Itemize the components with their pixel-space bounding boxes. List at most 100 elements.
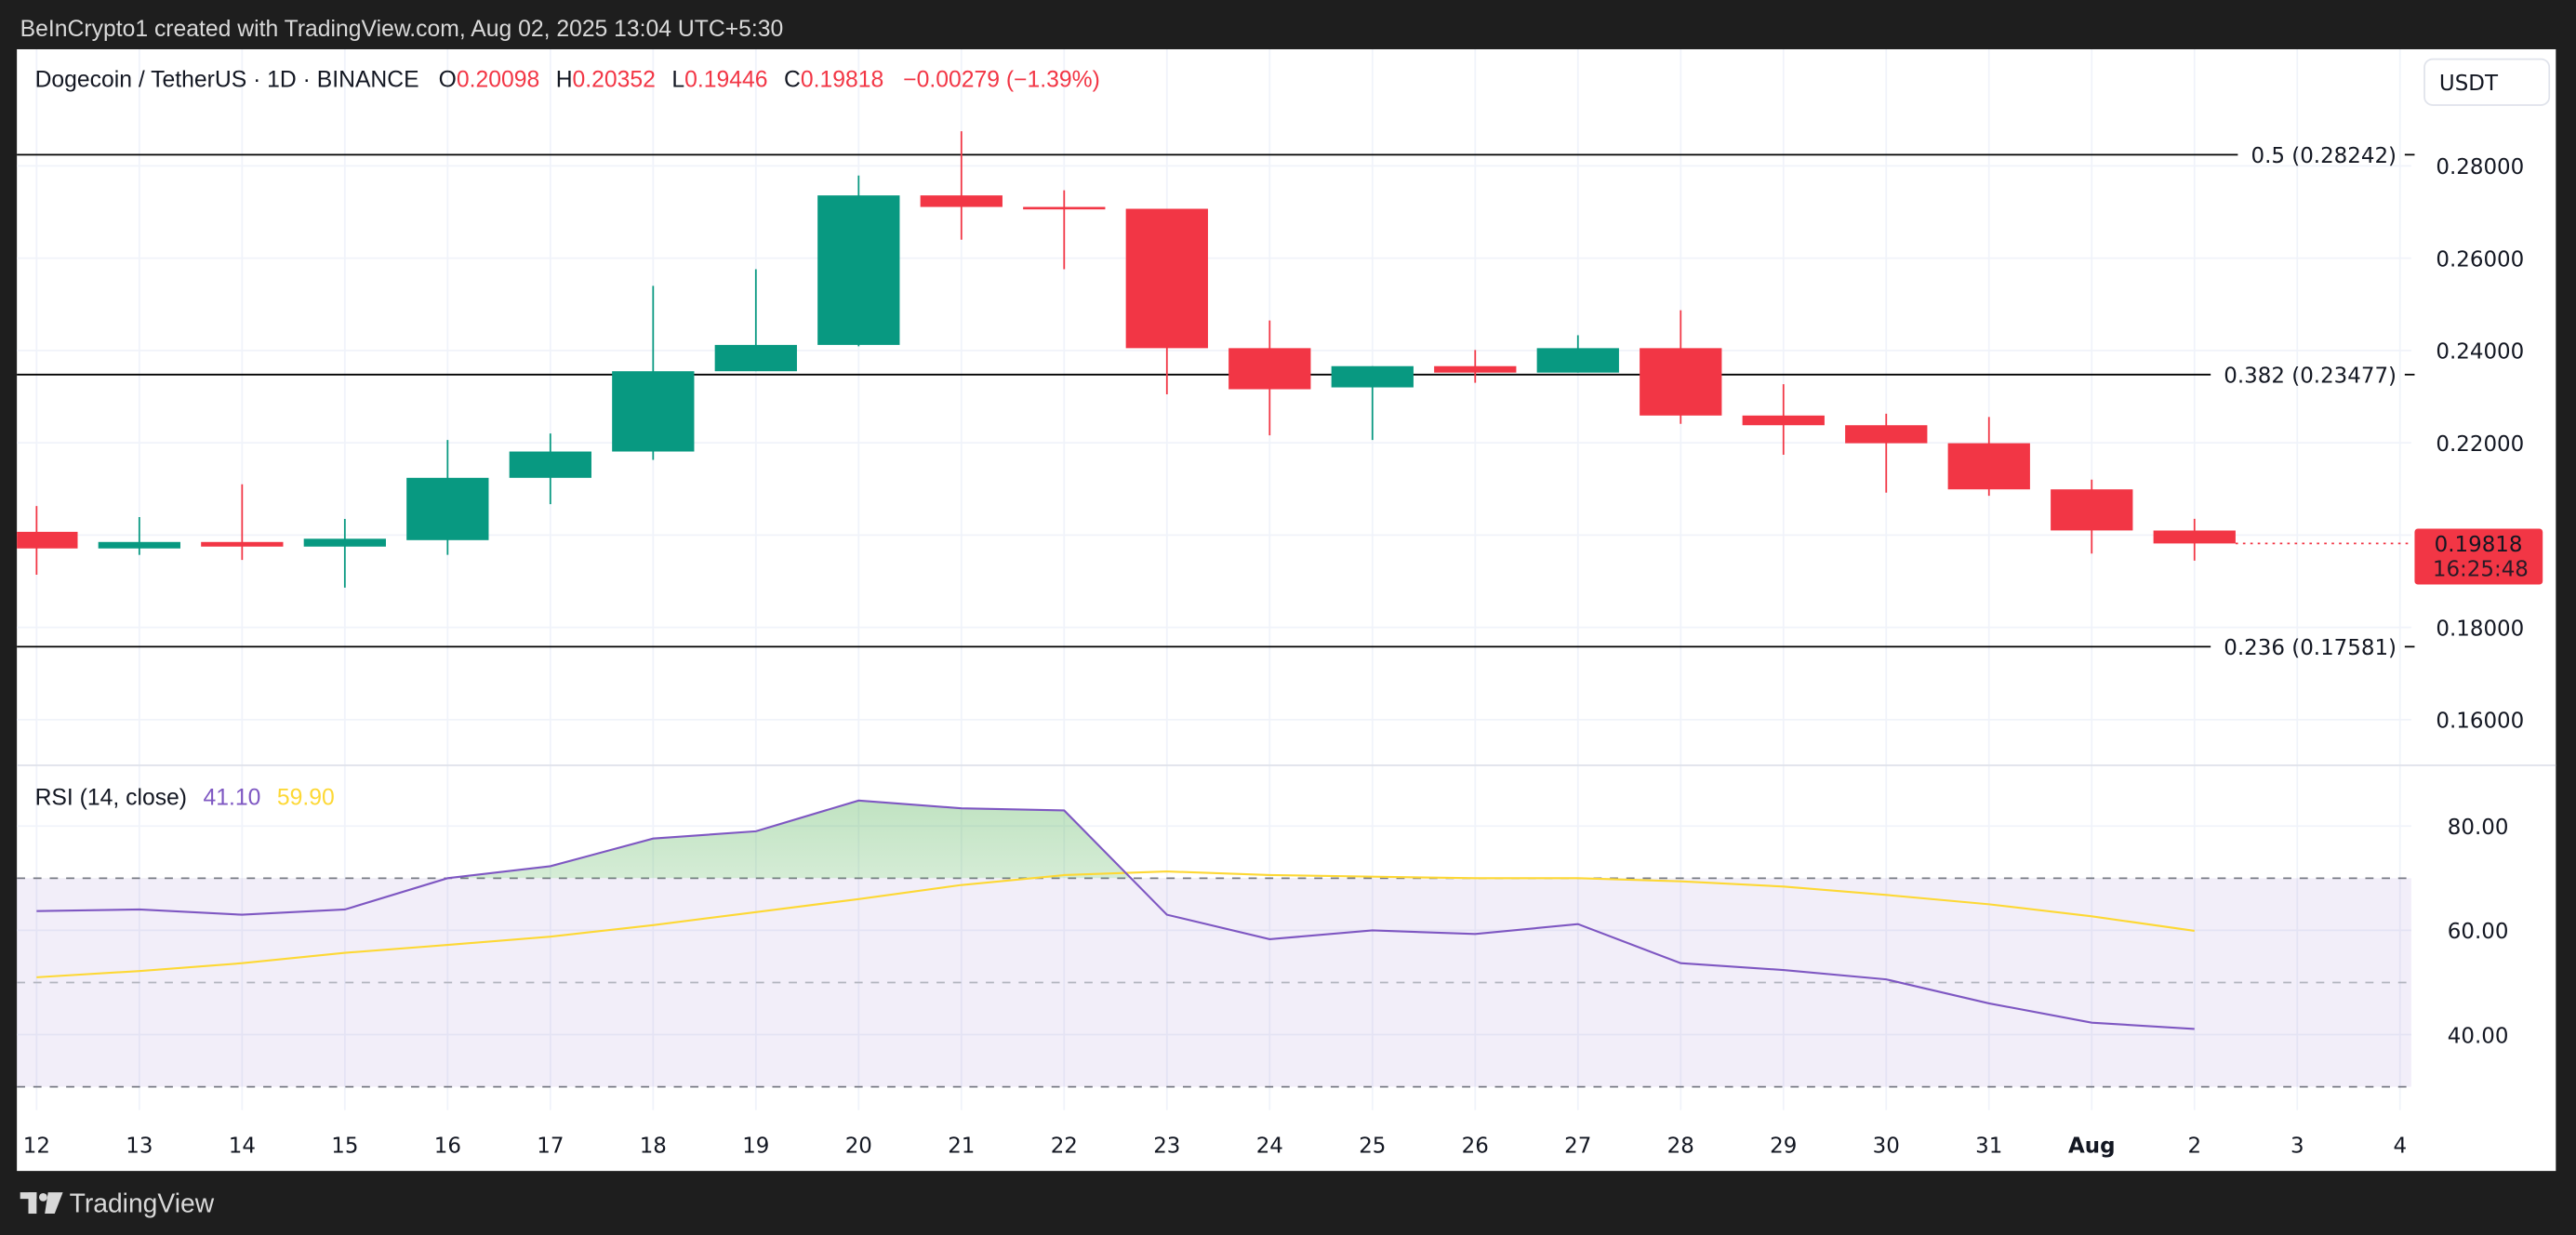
time-tick-label: 17 [537, 1135, 564, 1159]
tradingview-logo-icon [20, 1192, 63, 1215]
fib-retracement[interactable]: 0.5 (0.28242) 0.382 (0.23477) 0.236 (0.175… [17, 144, 2415, 660]
time-tick-label: 25 [1359, 1135, 1386, 1159]
candle-down [1228, 320, 1311, 436]
candle-up [714, 269, 797, 372]
candle-down [1640, 310, 1722, 424]
symbol-title[interactable]: Dogecoin / TetherUS · 1D · BINANCE [35, 68, 419, 93]
candle-up [1536, 335, 1619, 373]
time-axis[interactable]: 12 13 14 15 16 17 18 19 20 21 22 23 24 25 26 27 28 29 30 31… [23, 1135, 2407, 1159]
price-axis[interactable]: 0.28000 0.26000 0.24000 0.22000 0.18000 0.160… [2436, 155, 2524, 733]
time-tick-label: 28 [1667, 1135, 1694, 1159]
time-tick-label: 2 [2187, 1135, 2201, 1159]
candle-body [1742, 415, 1825, 426]
candle-body [1947, 443, 2030, 490]
low-value: 0.19446 [684, 68, 767, 93]
candle-body [1845, 425, 1928, 444]
rsi-title[interactable]: RSI (14, close) [35, 785, 187, 810]
open-label: O [439, 68, 457, 93]
time-tick-label: 16 [434, 1135, 461, 1159]
change-value: −0.00279 (−1.39%) [903, 68, 1100, 93]
price-tick-label: 0.22000 [2436, 432, 2524, 457]
candle-down [2153, 518, 2236, 561]
time-tick-label: 12 [23, 1135, 50, 1159]
last-price-label: 0.19818 16:25:48 [2414, 528, 2543, 585]
time-tick-label: 20 [845, 1135, 872, 1159]
candle-down [1434, 350, 1517, 383]
high-label: H [556, 68, 573, 93]
symbol-legend: Dogecoin / TetherUS · 1D · BINANCE O 0.20… [35, 68, 1100, 93]
time-tick-label: 31 [1975, 1135, 2002, 1159]
rsi-value: 41.10 [204, 785, 261, 810]
time-tick-label: 22 [1051, 1135, 1078, 1159]
rsi-tick-label: 80.00 [2448, 816, 2509, 840]
candle-body [1228, 348, 1311, 390]
candle-down [17, 506, 78, 576]
time-tick-label: 23 [1153, 1135, 1180, 1159]
time-tick-label: 21 [948, 1135, 975, 1159]
candle-body [1536, 348, 1619, 373]
candle-body [817, 195, 900, 345]
time-tick-label: 27 [1564, 1135, 1591, 1159]
candle-up [612, 286, 695, 460]
candle-up [817, 175, 900, 347]
candle-down [1742, 384, 1825, 456]
price-tick-label: 0.24000 [2436, 340, 2524, 365]
price-tick-label: 0.16000 [2436, 710, 2524, 734]
rsi-ma-value: 59.90 [277, 785, 335, 810]
tradingview-logo[interactable]: TradingView [20, 1188, 215, 1217]
time-tick-label: 3 [2291, 1135, 2304, 1159]
candle-body [201, 541, 284, 547]
candle-up [406, 440, 489, 555]
time-tick-label: 18 [640, 1135, 667, 1159]
candle-body [714, 344, 797, 372]
time-tick-label: 13 [126, 1135, 153, 1159]
candle-down [2051, 479, 2133, 554]
rsi-ma-line [36, 870, 2195, 978]
time-tick-label: 15 [331, 1135, 358, 1159]
watermark-text: BeInCrypto1 created with TradingView.com… [20, 17, 784, 42]
low-label: L [671, 68, 684, 93]
currency-button-label[interactable]: USDT [2439, 72, 2499, 96]
candle-body [509, 451, 591, 478]
fib-level[interactable]: 0.236 (0.17581) [17, 636, 2415, 660]
candle-body [406, 477, 489, 540]
rsi-tick-label: 40.00 [2448, 1024, 2509, 1048]
fib-level-label: 0.236 (0.17581) [2224, 636, 2397, 660]
candle-body [1023, 206, 1106, 210]
price-tick-label: 0.18000 [2436, 617, 2524, 641]
candle-body [2051, 489, 2133, 531]
rsi-legend: RSI (14, close) 41.10 59.90 [35, 785, 335, 810]
price-tick-label: 0.28000 [2436, 155, 2524, 179]
fib-level[interactable]: 0.382 (0.23477) [17, 365, 2415, 389]
candle-body [1331, 365, 1414, 388]
last-price-value: 0.19818 [2435, 533, 2523, 557]
rsi-axis: 80.00 60.00 40.00 [2448, 816, 2509, 1048]
candle-body [1640, 348, 1722, 416]
rsi-band-fill [17, 878, 2411, 1087]
high-value: 0.20352 [573, 68, 656, 93]
candle-down [920, 131, 1003, 240]
candle-body [612, 371, 695, 452]
price-tick-label: 0.26000 [2436, 247, 2524, 272]
time-tick-label: 4 [2393, 1135, 2407, 1159]
candle-body [1125, 208, 1208, 349]
candles [17, 131, 2236, 588]
close-label: C [784, 68, 801, 93]
candle-body [17, 531, 78, 549]
rsi-tick-label: 60.00 [2448, 920, 2509, 944]
close-value: 0.19818 [801, 68, 883, 93]
fib-level[interactable]: 0.5 (0.28242) [17, 144, 2415, 168]
candle-body [2153, 530, 2236, 544]
rsi-line [36, 799, 2195, 1030]
time-tick-label: 19 [742, 1135, 769, 1159]
currency-button[interactable]: USDT [2423, 58, 2551, 106]
time-tick-label: 24 [1256, 1135, 1283, 1159]
candle-up [509, 433, 591, 505]
fib-level-label: 0.5 (0.28242) [2251, 144, 2397, 168]
bar-countdown: 16:25:48 [2433, 558, 2529, 582]
candle-down [1845, 413, 1928, 493]
time-tick-label: 30 [1873, 1135, 1900, 1159]
time-tick-label: 29 [1770, 1135, 1797, 1159]
tradingview-brand-text: TradingView [70, 1188, 215, 1217]
